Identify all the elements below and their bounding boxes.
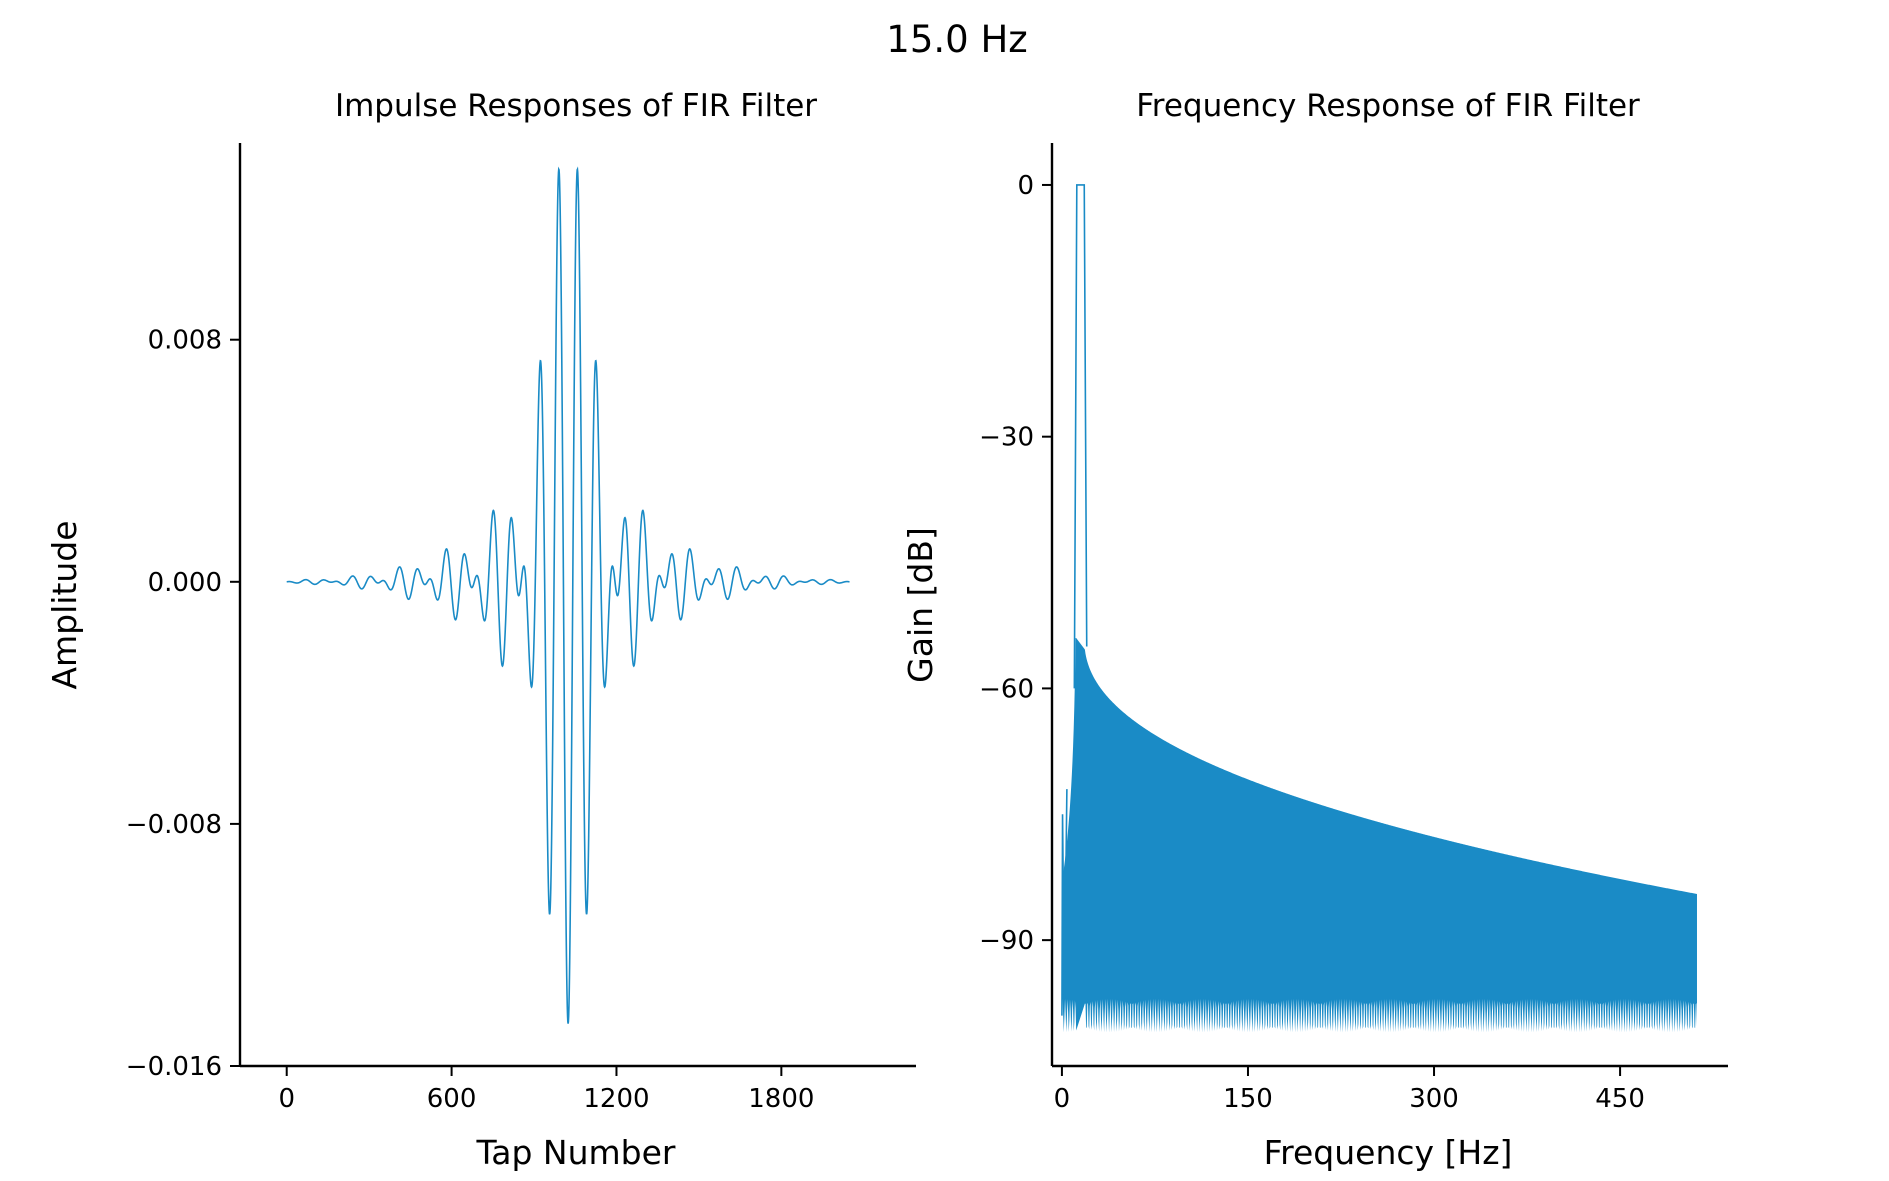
frequency-panel: Frequency Response of FIR Filter Frequen…: [901, 88, 1728, 1172]
y-tick-label: −90: [979, 926, 1034, 956]
y-tick-label: −0.008: [126, 810, 222, 840]
frequency-ylabel: Gain [dB]: [901, 527, 940, 683]
frequency-series-fill: [1061, 638, 1697, 1033]
x-tick-label: 150: [1223, 1084, 1273, 1114]
y-tick-label: −0.016: [126, 1052, 222, 1082]
impulse-xticks: 0 600 1200 1800: [278, 1066, 814, 1114]
suptitle: 15.0 Hz: [886, 18, 1027, 61]
x-tick-label: 1800: [748, 1084, 814, 1114]
x-tick-label: 1200: [583, 1084, 649, 1114]
y-tick-label: 0: [1017, 171, 1034, 201]
frequency-yticks: 0 −30 −60 −90: [979, 171, 1052, 956]
x-tick-label: 0: [1054, 1084, 1071, 1114]
y-tick-label: 0.008: [148, 326, 222, 356]
x-tick-label: 300: [1409, 1084, 1459, 1114]
x-tick-label: 0: [278, 1084, 295, 1114]
x-tick-label: 450: [1595, 1084, 1645, 1114]
frequency-series-line: [1061, 184, 1088, 1016]
frequency-xlabel: Frequency [Hz]: [1264, 1133, 1513, 1172]
frequency-xticks: 0 150 300 450: [1054, 1066, 1645, 1114]
frequency-title: Frequency Response of FIR Filter: [1136, 88, 1640, 124]
y-tick-label: −60: [979, 674, 1034, 704]
impulse-yticks: −0.016 −0.008 0.000 0.008: [126, 326, 240, 1082]
impulse-series-line: [286, 166, 850, 1024]
impulse-xlabel: Tap Number: [476, 1133, 676, 1172]
y-tick-label: −30: [979, 423, 1034, 453]
impulse-title: Impulse Responses of FIR Filter: [335, 88, 817, 124]
impulse-ylabel: Amplitude: [45, 520, 84, 689]
x-tick-label: 600: [427, 1084, 477, 1114]
impulse-panel: Impulse Responses of FIR Filter Tap Numb…: [45, 88, 916, 1172]
y-tick-label: 0.000: [148, 568, 222, 598]
